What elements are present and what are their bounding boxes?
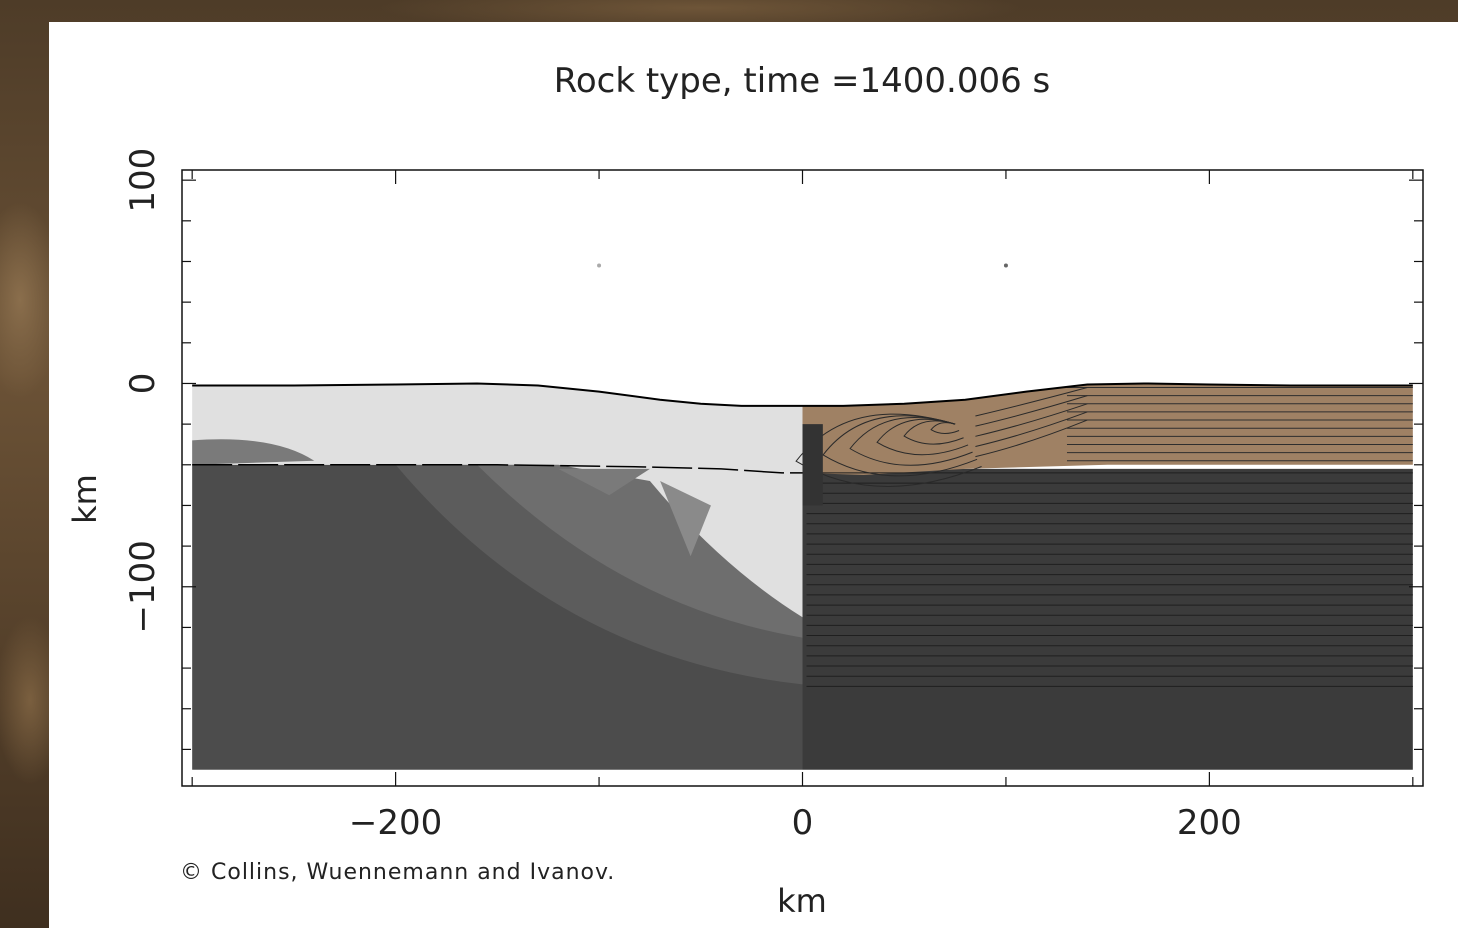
- central-column: [802, 424, 823, 506]
- x-tick-label: 0: [792, 803, 814, 843]
- crust-streak-2: [660, 481, 711, 557]
- y-axis-label: km: [66, 474, 104, 524]
- upturned-layer: [975, 411, 1088, 447]
- plot-area: −200 0 200 100 0 −100: [123, 148, 1424, 843]
- swirl-layer: [876, 418, 969, 456]
- upturned-layer: [975, 395, 1088, 427]
- figure-panel: Rock type, time =1400.006 s −200 0 200 100 0…: [49, 22, 1458, 928]
- debris-point: [1003, 263, 1008, 268]
- chart-title: Rock type, time =1400.006 s: [554, 61, 1051, 101]
- copyright-credit: © Collins, Wuennemann and Ivanov.: [180, 860, 615, 885]
- rock-type-chart: Rock type, time =1400.006 s −200 0 200 100 0…: [66, 61, 1424, 920]
- debris-point: [597, 263, 602, 268]
- y-tick-label: −100: [123, 540, 163, 633]
- crust-mantle-boundary-line: [192, 464, 803, 474]
- x-axis-label: km: [777, 882, 827, 920]
- left-edge-streak: [192, 439, 315, 465]
- swirl-layer: [930, 422, 960, 435]
- right-crust-region: [802, 383, 1413, 475]
- right-mantle-region: [802, 468, 1413, 770]
- swirl-layer: [795, 413, 982, 487]
- upturned-layer: [975, 403, 1088, 437]
- y-tick-label: 100: [123, 148, 163, 213]
- surface-profile-line: [192, 382, 1413, 407]
- y-tick-label: 0: [123, 373, 163, 395]
- x-tick-label: −200: [349, 803, 442, 843]
- upturned-layer: [975, 387, 1088, 417]
- swirl-layer: [822, 415, 978, 477]
- upturned-layer: [975, 419, 1088, 458]
- left-crust-region: [192, 383, 803, 618]
- swirl-layer: [849, 417, 973, 466]
- swirl-layer: [903, 420, 964, 445]
- x-tick-label: 200: [1177, 803, 1242, 843]
- crust-streak: [558, 468, 650, 496]
